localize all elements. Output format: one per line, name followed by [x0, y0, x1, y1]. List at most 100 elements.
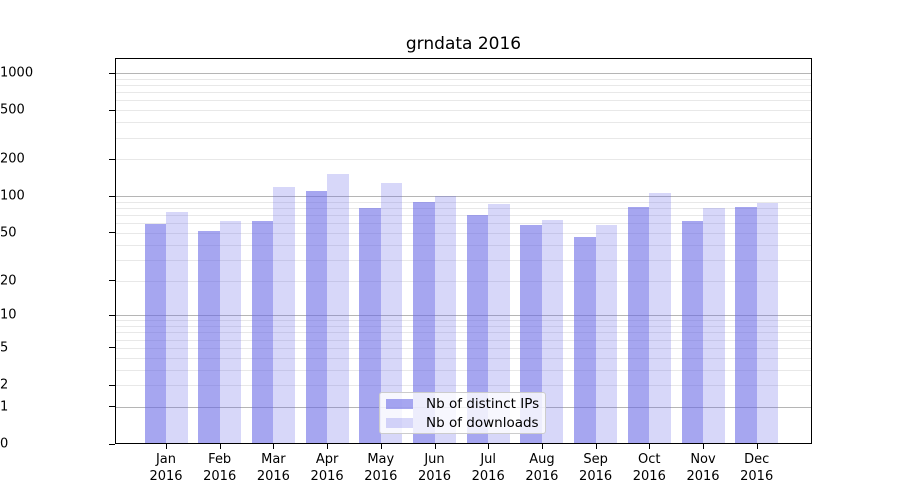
gridline-minor — [116, 259, 811, 261]
x-tick-label: Sep 2016 — [579, 452, 613, 484]
y-tick-mark — [109, 72, 115, 74]
y-tick-mark — [109, 443, 115, 445]
bar-downloads — [649, 193, 671, 443]
gridline-minor — [116, 122, 811, 124]
x-tick-mark — [488, 444, 490, 449]
gridline-minor — [116, 110, 811, 112]
gridline-minor — [116, 85, 811, 86]
gridline-minor — [116, 320, 811, 322]
x-tick-label: Oct 2016 — [632, 452, 666, 484]
gridline-minor — [116, 347, 811, 349]
x-tick-mark — [219, 444, 221, 449]
bar-downloads — [595, 225, 618, 443]
y-tick-label: 1000 — [0, 65, 34, 81]
bar-downloads — [541, 219, 564, 443]
bar-downloads — [434, 195, 456, 443]
legend-label-downloads: Nb of downloads — [426, 414, 539, 431]
y-tick-label: 20 — [0, 273, 17, 288]
gridline-minor — [116, 137, 811, 139]
bar-distinct-ips — [574, 237, 596, 443]
gridline-minor — [116, 385, 811, 386]
bars-layer — [116, 59, 811, 443]
bar-distinct-ips — [359, 208, 381, 443]
x-tick-label: Feb 2016 — [203, 452, 237, 484]
gridline-minor — [116, 280, 811, 282]
legend-swatch-distinct-ips-icon — [386, 398, 413, 409]
bar-downloads — [488, 203, 510, 443]
gridline-minor — [116, 159, 811, 161]
bar-distinct-ips — [198, 230, 220, 443]
chart-title: grndata 2016 — [405, 34, 522, 54]
x-tick-mark — [273, 444, 275, 449]
y-tick-mark — [109, 109, 115, 111]
y-tick-label: 200 — [0, 151, 25, 167]
gridline-minor — [116, 232, 811, 234]
x-tick-mark — [756, 444, 758, 449]
y-tick-label: 2 — [0, 377, 9, 393]
x-tick-label: Aug 2016 — [525, 452, 559, 484]
y-tick-mark — [109, 280, 115, 281]
legend-item-downloads: Nb of downloads — [386, 414, 539, 431]
gridline-minor — [116, 369, 811, 371]
y-tick-mark — [109, 406, 115, 408]
y-tick-label: 100 — [0, 188, 25, 204]
y-tick-label: 0 — [0, 436, 9, 452]
bar-distinct-ips — [627, 207, 650, 443]
bar-downloads — [327, 173, 349, 443]
x-tick-mark — [327, 444, 329, 449]
bar-distinct-ips — [144, 224, 166, 443]
legend-label-distinct-ips: Nb of distinct IPs — [426, 395, 540, 412]
x-tick-mark — [595, 444, 597, 449]
gridline-major — [116, 73, 811, 74]
legend-item-distinct-ips: Nb of distinct IPs — [386, 395, 540, 412]
y-tick-label: 5 — [0, 340, 9, 356]
x-tick-mark — [649, 444, 651, 449]
gridline-minor — [116, 339, 811, 341]
x-tick-mark — [166, 444, 167, 449]
y-tick-label: 1 — [0, 399, 9, 415]
bar-distinct-ips — [413, 202, 435, 443]
legend: Nb of distinct IPs Nb of downloads — [379, 392, 546, 434]
gridline-major — [116, 196, 811, 198]
bar-downloads — [219, 221, 242, 443]
gridline-minor — [116, 208, 811, 209]
bar-downloads — [703, 208, 725, 443]
bar-downloads — [166, 211, 188, 443]
gridline-major — [116, 315, 811, 317]
gridline-minor — [116, 201, 811, 203]
x-tick-label: Dec 2016 — [740, 452, 774, 484]
x-tick-mark — [703, 444, 704, 449]
bar-distinct-ips — [305, 190, 328, 443]
gridline-minor — [116, 100, 811, 102]
x-tick-mark — [380, 444, 382, 449]
y-tick-mark — [109, 232, 115, 234]
bar-distinct-ips — [735, 207, 757, 443]
gridline-minor — [116, 357, 811, 359]
gridline-minor — [116, 223, 811, 225]
gridline-minor — [116, 215, 811, 217]
gridline-minor — [116, 326, 811, 327]
bar-distinct-ips — [466, 214, 489, 443]
legend-swatch-downloads-icon — [386, 417, 413, 428]
x-tick-label: Apr 2016 — [310, 452, 344, 484]
bar-distinct-ips — [681, 221, 703, 443]
x-tick-mark — [541, 444, 543, 449]
gridline-minor — [116, 244, 811, 246]
y-tick-label: 50 — [0, 225, 17, 241]
bar-downloads — [273, 186, 295, 443]
gridline-minor — [116, 332, 811, 334]
grid-layer — [116, 59, 811, 443]
y-tick-mark — [109, 314, 115, 316]
x-tick-label: Jun 2016 — [417, 452, 452, 484]
bar-distinct-ips — [251, 220, 274, 443]
x-tick-mark — [434, 444, 436, 449]
bar-downloads — [380, 182, 403, 443]
plot-area: Nb of distinct IPs Nb of downloads — [115, 58, 812, 444]
y-tick-label: 500 — [0, 102, 25, 118]
y-tick-mark — [109, 384, 115, 386]
x-tick-label: Nov 2016 — [686, 452, 720, 484]
y-tick-mark — [109, 347, 115, 349]
y-tick-label: 10 — [0, 307, 17, 323]
x-tick-label: May 2016 — [364, 452, 398, 484]
